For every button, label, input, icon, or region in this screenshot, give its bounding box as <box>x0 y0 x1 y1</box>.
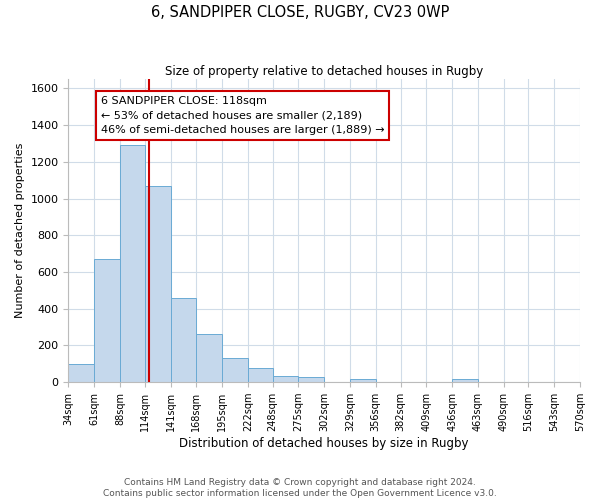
Text: Contains HM Land Registry data © Crown copyright and database right 2024.
Contai: Contains HM Land Registry data © Crown c… <box>103 478 497 498</box>
Bar <box>68 364 94 382</box>
Bar <box>94 259 120 382</box>
Bar <box>272 376 298 382</box>
Bar <box>120 146 145 382</box>
Bar <box>350 378 376 382</box>
Bar <box>452 378 478 382</box>
Bar <box>222 358 248 382</box>
Bar <box>248 368 272 382</box>
X-axis label: Distribution of detached houses by size in Rugby: Distribution of detached houses by size … <box>179 437 469 450</box>
Title: Size of property relative to detached houses in Rugby: Size of property relative to detached ho… <box>165 65 484 78</box>
Bar <box>145 186 170 382</box>
Y-axis label: Number of detached properties: Number of detached properties <box>15 143 25 318</box>
Bar <box>298 376 324 382</box>
Bar <box>196 334 222 382</box>
Bar <box>170 298 196 382</box>
Text: 6, SANDPIPER CLOSE, RUGBY, CV23 0WP: 6, SANDPIPER CLOSE, RUGBY, CV23 0WP <box>151 5 449 20</box>
Text: 6 SANDPIPER CLOSE: 118sqm
← 53% of detached houses are smaller (2,189)
46% of se: 6 SANDPIPER CLOSE: 118sqm ← 53% of detac… <box>101 96 385 136</box>
